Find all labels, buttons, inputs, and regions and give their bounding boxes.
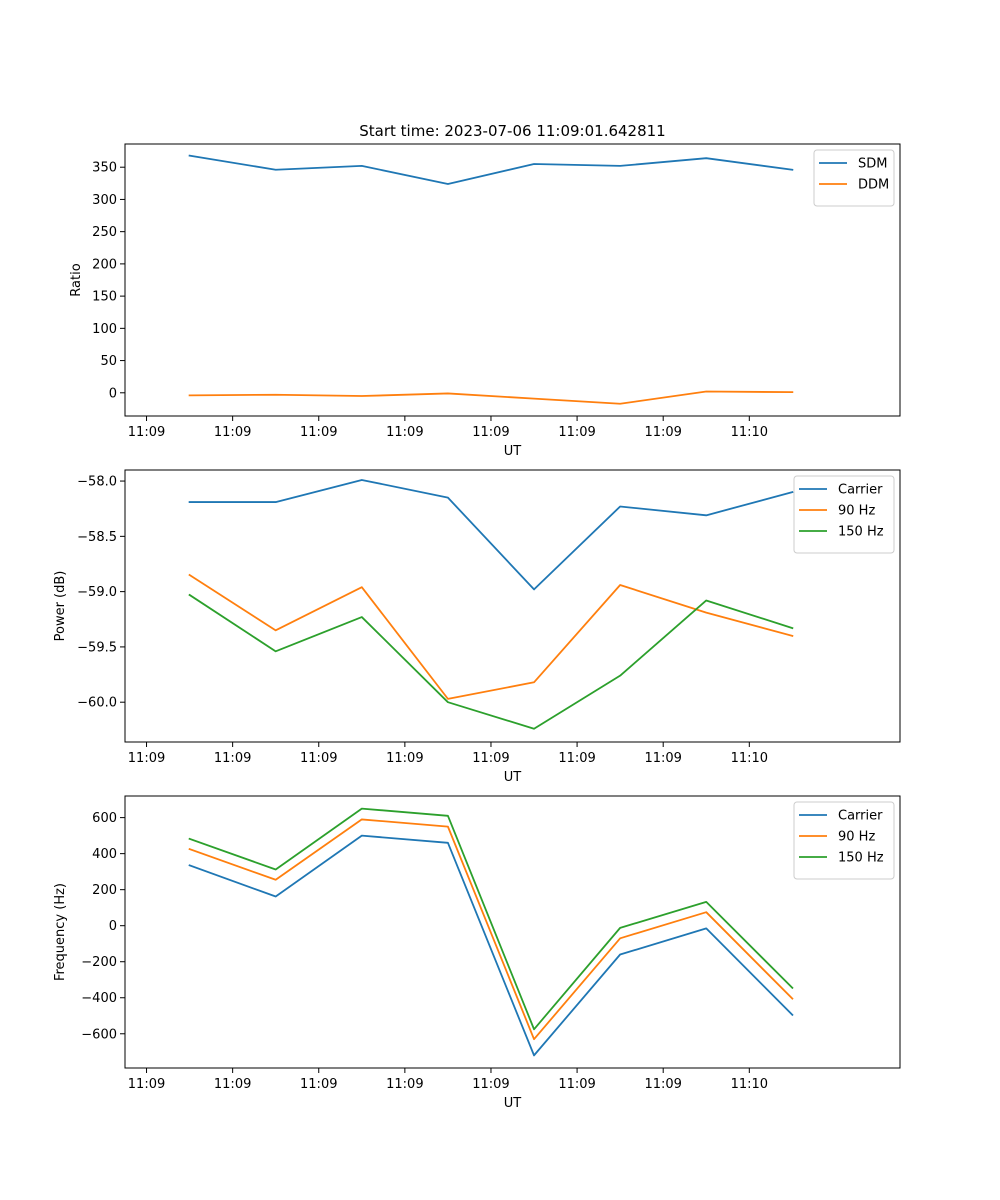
x-tick-label: 11:09 <box>128 1077 165 1092</box>
x-tick-label: 11:09 <box>472 425 509 440</box>
y-tick-label: 0 <box>109 386 117 401</box>
y-tick-label: −58.5 <box>77 530 117 545</box>
y-tick-label: −600 <box>81 1027 117 1042</box>
x-tick-label: 11:09 <box>644 425 681 440</box>
y-tick-label: −400 <box>81 991 117 1006</box>
x-tick-label: 11:10 <box>731 1077 768 1092</box>
x-tick-label: 11:09 <box>300 751 337 766</box>
y-tick-label: 0 <box>109 919 117 934</box>
y-tick-label: −58.0 <box>77 475 117 490</box>
y-tick-label: 200 <box>92 257 117 272</box>
series-line-150-hz <box>188 807 794 1031</box>
y-axis-label: Power (dB) <box>53 571 68 642</box>
x-tick-label: 11:09 <box>300 425 337 440</box>
x-tick-label: 11:10 <box>731 425 768 440</box>
x-tick-label: 11:09 <box>644 751 681 766</box>
y-axis-label: Ratio <box>69 263 84 296</box>
x-tick-label: 11:09 <box>472 1077 509 1092</box>
y-tick-label: 350 <box>92 161 117 176</box>
figure-title: Start time: 2023-07-06 11:09:01.642811 <box>359 122 665 140</box>
x-tick-label: 11:09 <box>386 425 423 440</box>
series-line-carrier <box>188 834 794 1057</box>
x-tick-label: 11:09 <box>128 425 165 440</box>
legend-label: SDM <box>858 157 887 172</box>
legend-label: 90 Hz <box>838 830 875 845</box>
legend-label: 90 Hz <box>838 504 875 519</box>
subplot-2: 11:09 11:09 11:09 11:09 11:09 11:09 11:09 11:10… <box>53 469 901 785</box>
subplots: 11:09 11:09 11:09 11:09 11:09 11:09 11:09 11:10… <box>53 143 901 1111</box>
x-tick-label: 11:09 <box>472 751 509 766</box>
y-tick-label: −60.0 <box>77 696 117 711</box>
legend-box <box>793 475 895 554</box>
series-line-90-hz <box>188 573 794 700</box>
x-tick-label: 11:09 <box>214 751 251 766</box>
subplot-3: 11:09 11:09 11:09 11:09 11:09 11:09 11:09 11:10… <box>53 795 901 1111</box>
x-tick-label: 11:10 <box>731 751 768 766</box>
x-tick-label: 11:09 <box>386 751 423 766</box>
series-line-sdm <box>188 154 794 185</box>
x-axis-label: UT <box>504 1096 522 1111</box>
y-tick-label: −200 <box>81 955 117 970</box>
x-tick-label: 11:09 <box>214 425 251 440</box>
series-line-150-hz <box>188 593 794 730</box>
y-tick-label: 150 <box>92 290 117 305</box>
legend: Carrier 90 Hz 150 Hz <box>793 475 895 554</box>
y-tick-label: 200 <box>92 883 117 898</box>
legend-label: 150 Hz <box>838 525 884 540</box>
legend-label: 150 Hz <box>838 851 884 866</box>
y-tick-label: 100 <box>92 322 117 337</box>
x-axis-label: UT <box>504 444 522 459</box>
x-axis-label: UT <box>504 770 522 785</box>
legend-label: Carrier <box>838 483 883 498</box>
x-tick-label: 11:09 <box>300 1077 337 1092</box>
legend-box <box>813 149 895 207</box>
y-tick-label: 50 <box>100 354 117 369</box>
y-tick-label: −59.0 <box>77 585 117 600</box>
y-tick-label: −59.5 <box>77 640 117 655</box>
y-tick-label: 300 <box>92 193 117 208</box>
axes-frame <box>124 469 901 743</box>
legend-label: DDM <box>858 178 889 193</box>
x-tick-label: 11:09 <box>214 1077 251 1092</box>
y-tick-label: 600 <box>92 811 117 826</box>
x-tick-label: 11:09 <box>386 1077 423 1092</box>
series-line-ddm <box>188 390 794 405</box>
subplot-1: 11:09 11:09 11:09 11:09 11:09 11:09 11:09 11:10… <box>69 143 901 459</box>
legend-box <box>793 801 895 880</box>
x-tick-label: 11:09 <box>644 1077 681 1092</box>
axes-frame <box>124 795 901 1069</box>
x-tick-label: 11:09 <box>128 751 165 766</box>
series-line-90-hz <box>188 818 794 1041</box>
series-line-carrier <box>188 479 794 591</box>
legend: Carrier 90 Hz 150 Hz <box>793 801 895 880</box>
y-tick-label: 250 <box>92 225 117 240</box>
legend: SDM DDM <box>813 149 895 207</box>
x-tick-label: 11:09 <box>558 1077 595 1092</box>
axes-frame <box>124 143 901 417</box>
y-tick-label: 400 <box>92 847 117 862</box>
y-axis-label: Frequency (Hz) <box>53 883 68 981</box>
x-tick-label: 11:09 <box>558 751 595 766</box>
x-tick-label: 11:09 <box>558 425 595 440</box>
legend-label: Carrier <box>838 809 883 824</box>
